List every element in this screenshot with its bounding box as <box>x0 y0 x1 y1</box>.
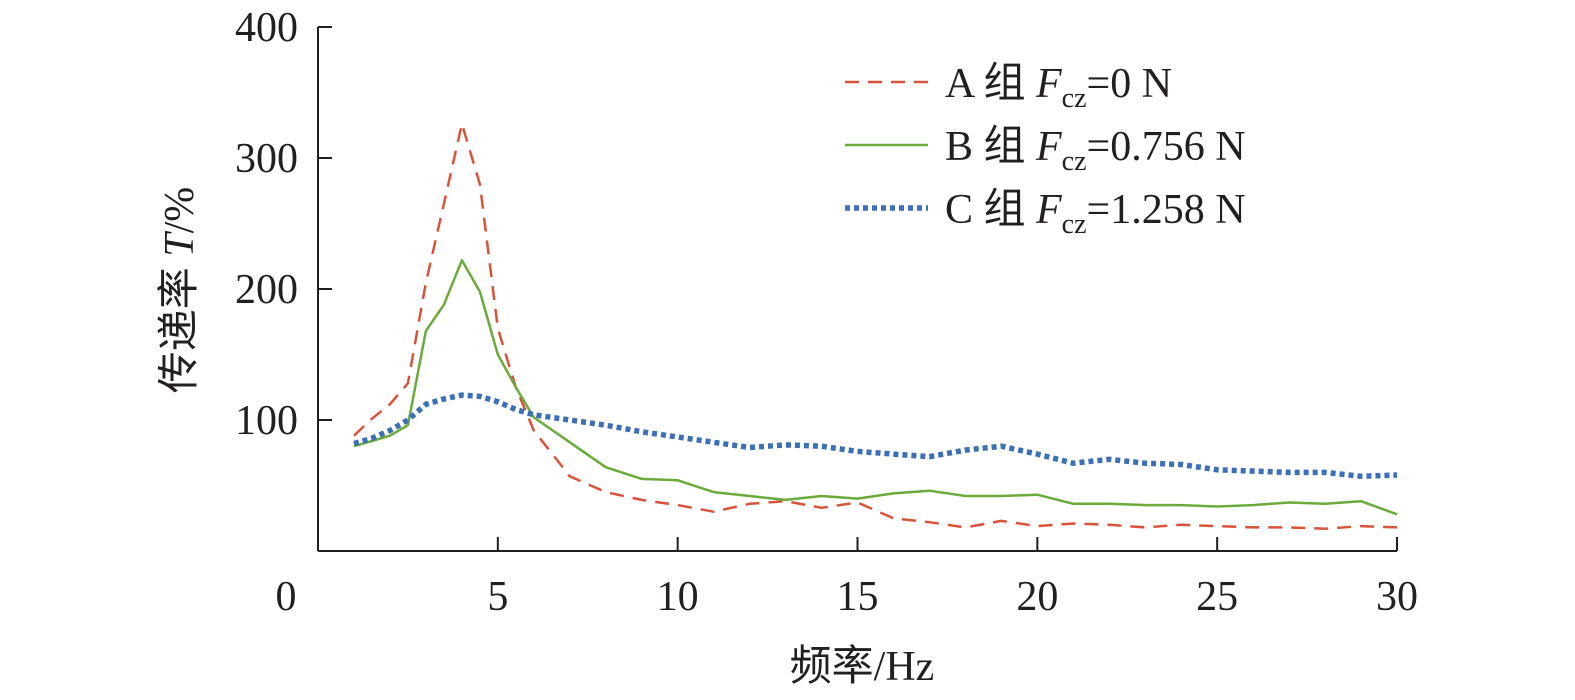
legend-var: F <box>1035 61 1062 107</box>
legend-label: B 组 Fcz=0.756 N <box>945 124 1246 177</box>
y-axis-title-unit: /% <box>157 187 203 234</box>
legend-group: C 组 <box>945 187 1036 233</box>
x-tick-label: 10 <box>657 574 699 620</box>
y-ticks: 100 200 300 400 <box>235 5 332 444</box>
x-tick-label: 30 <box>1376 574 1418 620</box>
x-tick-label: 20 <box>1016 574 1058 620</box>
x-tick-label: 0 <box>276 574 297 620</box>
y-tick-label: 400 <box>235 5 298 51</box>
series-layer <box>353 122 1398 530</box>
y-axis-title-var: T <box>157 231 203 257</box>
series-line <box>353 392 1398 480</box>
y-axis-title-prefix: 传递率 <box>156 257 203 394</box>
legend-var: F <box>1035 124 1062 170</box>
y-tick-label: 300 <box>235 136 298 182</box>
legend-label: C 组 Fcz=1.258 N <box>945 187 1246 240</box>
series-line <box>353 122 1398 530</box>
legend-value: =0 N <box>1087 61 1173 107</box>
legend-value: =0.756 N <box>1087 124 1246 170</box>
y-axis-title: 传递率 T/% <box>156 187 203 394</box>
x-tick-label: 25 <box>1196 574 1238 620</box>
legend-sub: cz <box>1062 83 1087 114</box>
x-axis-title: 频率/Hz <box>790 643 935 690</box>
x-ticks: 0 5 10 15 20 25 30 <box>276 537 1418 620</box>
legend-label: A 组 Fcz=0 N <box>945 61 1172 114</box>
legend-sub: cz <box>1062 146 1087 177</box>
legend: A 组 Fcz=0 NB 组 Fcz=0.756 NC 组 Fcz=1.258 … <box>845 61 1246 240</box>
legend-value: =1.258 N <box>1087 187 1246 233</box>
legend-group: B 组 <box>945 124 1036 170</box>
y-tick-label: 200 <box>235 267 298 313</box>
y-tick-label: 100 <box>235 398 298 444</box>
legend-sub: cz <box>1062 209 1087 240</box>
x-tick-label: 15 <box>837 574 879 620</box>
legend-var: F <box>1035 187 1062 233</box>
series-line <box>353 258 1398 516</box>
legend-group: A 组 <box>945 61 1036 107</box>
x-tick-label: 5 <box>487 574 508 620</box>
